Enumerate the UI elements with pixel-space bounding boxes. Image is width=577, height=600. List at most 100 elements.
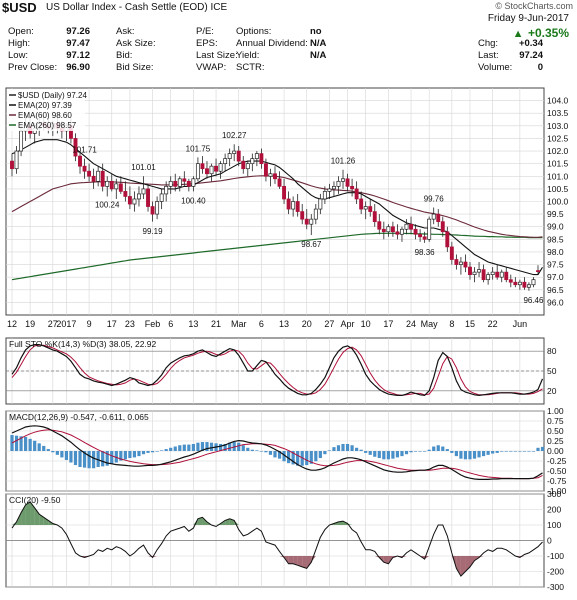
quote-header: $USD US Dollar Index - Cash Settle (EOD)… <box>0 0 577 86</box>
cci-overbought-area <box>30 501 35 525</box>
x-axis-tick-label: 8 <box>449 319 454 329</box>
macd-histogram-bar <box>291 451 295 465</box>
x-axis-tick-label: Apr <box>341 319 355 329</box>
cci-oversold-area <box>456 556 461 577</box>
macd-histogram-bar <box>336 445 341 451</box>
macd-histogram-bar <box>28 438 32 451</box>
candle <box>236 150 241 162</box>
vwap-label: VWAP: <box>196 62 227 73</box>
macd-histogram-bar <box>436 445 440 451</box>
candle <box>259 153 264 165</box>
candle <box>495 271 500 278</box>
macd-histogram-bar <box>441 446 445 451</box>
price-annotation: 102.27 <box>222 131 247 140</box>
change-percent: +0.35% <box>527 26 569 40</box>
macd-histogram-bar <box>459 451 463 459</box>
x-axis-tick-label: 15 <box>465 319 475 329</box>
yield-label: Yield: <box>236 50 260 61</box>
candle <box>400 228 404 235</box>
macd-histogram-bar <box>282 451 286 462</box>
macd-histogram-bar <box>223 443 227 451</box>
candle <box>445 231 450 248</box>
x-axis-tick-label: 13 <box>188 319 198 329</box>
macd-histogram-bar <box>382 451 386 460</box>
macd-histogram-bar <box>395 451 400 458</box>
candle <box>368 206 373 212</box>
candle <box>526 284 531 288</box>
candle <box>132 198 137 205</box>
candle <box>336 180 341 187</box>
macd-histogram-bar <box>101 451 105 467</box>
cci-overbought-area <box>34 507 40 525</box>
price-y-tick-label: 103.0 <box>547 121 569 131</box>
bid-size-label: Bid Size: <box>116 62 154 73</box>
price-y-tick-label: 98.0 <box>547 247 564 257</box>
macd-histogram-bar <box>33 440 37 451</box>
ema60-line <box>11 175 543 238</box>
price-annotation: 96.46 <box>523 296 544 305</box>
macd-histogram-bar <box>169 447 173 451</box>
macd-histogram-bar <box>445 449 449 451</box>
macd-histogram-bar <box>391 451 395 459</box>
candle <box>155 201 160 215</box>
macd-y-tick-label: 0.25 <box>547 436 564 446</box>
candle <box>522 281 527 288</box>
candle <box>449 246 454 260</box>
macd-y-tick-label: -1.00 <box>547 486 567 496</box>
price-annotation: 99.76 <box>424 195 445 204</box>
macd-histogram-bar <box>164 449 168 451</box>
macd-y-tick-label: -0.25 <box>547 456 567 466</box>
x-axis-tick-label: 13 <box>279 319 289 329</box>
candle <box>322 191 327 200</box>
candle <box>440 221 445 233</box>
x-axis-tick-label: 6 <box>168 319 173 329</box>
macd-histogram-bar <box>345 443 350 451</box>
exchange: ICE <box>210 2 228 13</box>
macd-histogram-bar <box>522 451 526 452</box>
candle <box>173 180 178 187</box>
candle <box>10 160 14 170</box>
macd-histogram-bar <box>268 451 273 455</box>
macd-histogram-bar <box>373 451 377 457</box>
prev-close-value: 96.90 <box>66 62 90 73</box>
macd-histogram-bar <box>200 442 205 451</box>
price-y-tick-label: 98.5 <box>547 234 564 244</box>
macd-histogram-bar <box>418 451 422 452</box>
high-value: 97.47 <box>66 38 90 49</box>
candle <box>159 193 164 202</box>
macd-histogram-bar <box>477 451 481 458</box>
candle <box>209 165 214 175</box>
sto-y-tick-label: 50 <box>547 366 557 376</box>
macd-histogram-bar <box>355 447 359 451</box>
macd-histogram-bar <box>273 451 277 458</box>
macd-histogram-bar <box>150 451 155 453</box>
candle <box>150 206 155 215</box>
cci-y-tick-label: 300 <box>547 489 561 499</box>
macd-histogram-bar <box>386 451 390 460</box>
macd-histogram-bar <box>141 451 146 455</box>
macd-histogram-bar <box>450 451 454 453</box>
x-axis-tick-label: 6 <box>259 319 264 329</box>
yield-value: N/A <box>310 50 327 61</box>
cci-y-tick-label: -200 <box>547 567 564 577</box>
x-axis-tick-label: Feb <box>145 319 161 329</box>
price-annotation: 101.75 <box>186 144 211 153</box>
brand-watermark[interactable]: © StockCharts.com <box>495 1 573 11</box>
price-legend-entry: EMA(260) 98.57 <box>18 121 77 130</box>
candle <box>458 261 463 265</box>
dividend-value: N/A <box>310 38 327 49</box>
macd-histogram-bar <box>540 446 545 451</box>
macd-histogram-bar <box>454 451 458 457</box>
cci-overbought-area <box>197 517 203 525</box>
candle <box>137 193 141 200</box>
macd-signal-line <box>11 429 543 480</box>
price-y-tick-label: 100.0 <box>547 197 569 207</box>
price-y-tick-label: 102.0 <box>547 146 569 156</box>
macd-histogram-bar <box>196 442 200 451</box>
macd-histogram-bar <box>46 449 50 451</box>
candle <box>245 163 250 170</box>
candle <box>463 261 468 268</box>
macd-histogram-bar <box>60 451 64 458</box>
cci-overbought-area <box>25 501 31 525</box>
